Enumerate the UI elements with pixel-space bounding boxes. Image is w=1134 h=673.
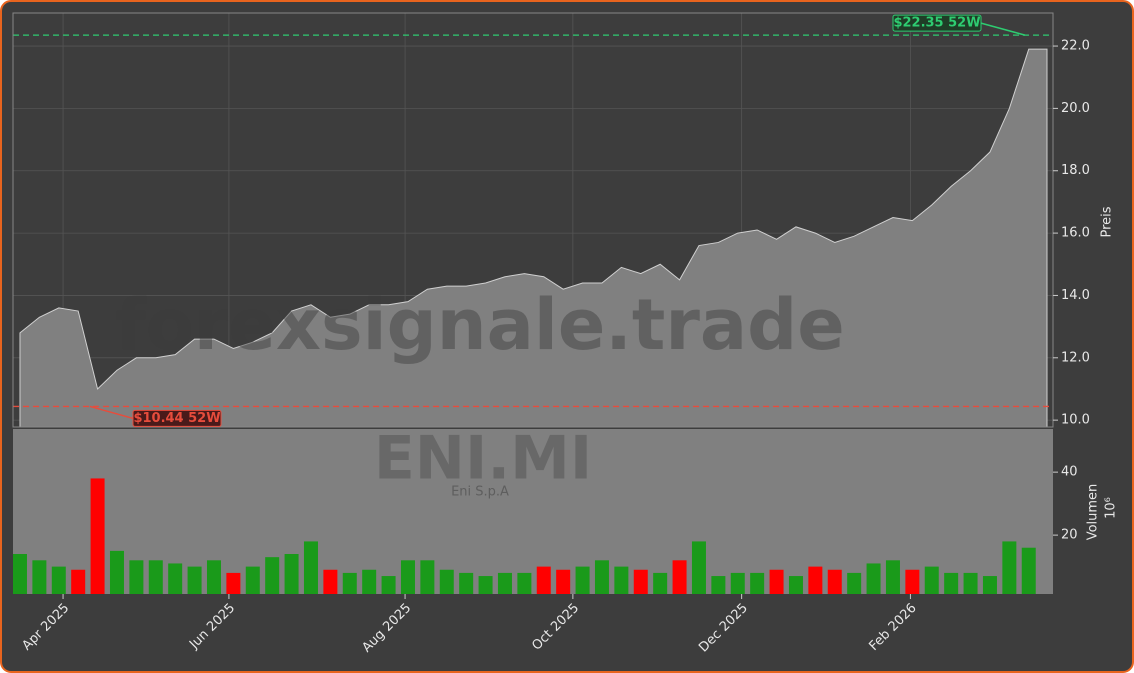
volume-bar <box>944 572 959 594</box>
volume-bar <box>187 566 202 594</box>
volume-bar <box>711 576 726 594</box>
volume-bar <box>90 478 105 594</box>
y-tick-label: 14.0 <box>1061 288 1090 303</box>
volume-bar <box>730 572 745 594</box>
volume-bar <box>594 560 609 594</box>
volume-bar <box>342 572 357 594</box>
volume-bar <box>963 572 978 594</box>
volume-bar <box>381 576 396 594</box>
annotation-arrow <box>89 405 134 420</box>
volume-bar <box>439 569 454 594</box>
volume-bar <box>536 566 551 594</box>
watermark: forexsignale.trade <box>115 284 844 366</box>
volume-label: Volumen <box>1086 484 1101 541</box>
volume-bar <box>226 572 241 594</box>
volume-bar <box>808 566 823 594</box>
price-area <box>19 48 1048 428</box>
volume-bar <box>71 569 86 594</box>
volume-bar <box>517 572 532 594</box>
volume-bar <box>12 554 27 594</box>
volume-bar <box>1021 547 1036 594</box>
volume-bar <box>148 560 163 594</box>
volume-bar <box>400 560 415 594</box>
y-tick-label: 18.0 <box>1061 163 1090 178</box>
volume-bar <box>866 563 881 594</box>
volume-bar <box>788 576 803 594</box>
volume-bar <box>847 572 862 594</box>
y-tick-label: 16.0 <box>1061 226 1090 241</box>
ticker: ENI.MI <box>374 424 592 494</box>
volume-bar <box>206 560 221 594</box>
annotation-box <box>132 409 222 427</box>
volume-bar <box>168 563 183 594</box>
volume-bar <box>556 569 571 594</box>
company: Eni S.p.A <box>451 485 509 500</box>
volume-bar <box>905 569 920 594</box>
volume-bar <box>420 560 435 594</box>
volume-bar <box>672 560 687 594</box>
volume-bar <box>614 566 629 594</box>
volume-unit: 10⁶ <box>1104 497 1119 519</box>
volume-bar <box>478 576 493 594</box>
volume-bar <box>303 541 318 594</box>
price-frame <box>12 12 1054 428</box>
volume-bar <box>284 554 299 594</box>
volume-bar <box>51 566 66 594</box>
volume-bar <box>691 541 706 594</box>
volume-bar <box>109 550 124 594</box>
volume-bar <box>924 566 939 594</box>
y-tick-label: 10.0 <box>1061 413 1090 428</box>
volume-tick-label: 20 <box>1061 528 1078 543</box>
volume-bar <box>827 569 842 594</box>
volume-bar <box>653 572 668 594</box>
volume-bar <box>129 560 144 594</box>
volume-bar <box>362 569 377 594</box>
volume-bar <box>323 569 338 594</box>
volume-bar <box>32 560 47 594</box>
volume-bar <box>769 569 784 594</box>
y-tick-label: 22.0 <box>1061 39 1090 54</box>
annotation-label: $22.35 52W <box>893 16 980 31</box>
annotation-label: $10.44 52W <box>133 411 220 426</box>
volume-bar <box>245 566 260 594</box>
volume-bar <box>633 569 648 594</box>
volume-bar <box>459 572 474 594</box>
volume-bar <box>885 560 900 594</box>
volume-bar <box>982 576 997 594</box>
volume-tick-label: 40 <box>1061 465 1078 480</box>
annotation-arrow <box>980 22 1026 36</box>
y-label: Preis <box>1100 206 1115 237</box>
volume-bar <box>1002 541 1017 594</box>
y-tick-label: 12.0 <box>1061 350 1090 365</box>
annotation-box <box>892 14 982 32</box>
volume-bar <box>575 566 590 594</box>
volume-bar <box>497 572 512 594</box>
volume-bar <box>750 572 765 594</box>
y-tick-label: 20.0 <box>1061 101 1090 116</box>
volume-bar <box>265 557 280 594</box>
